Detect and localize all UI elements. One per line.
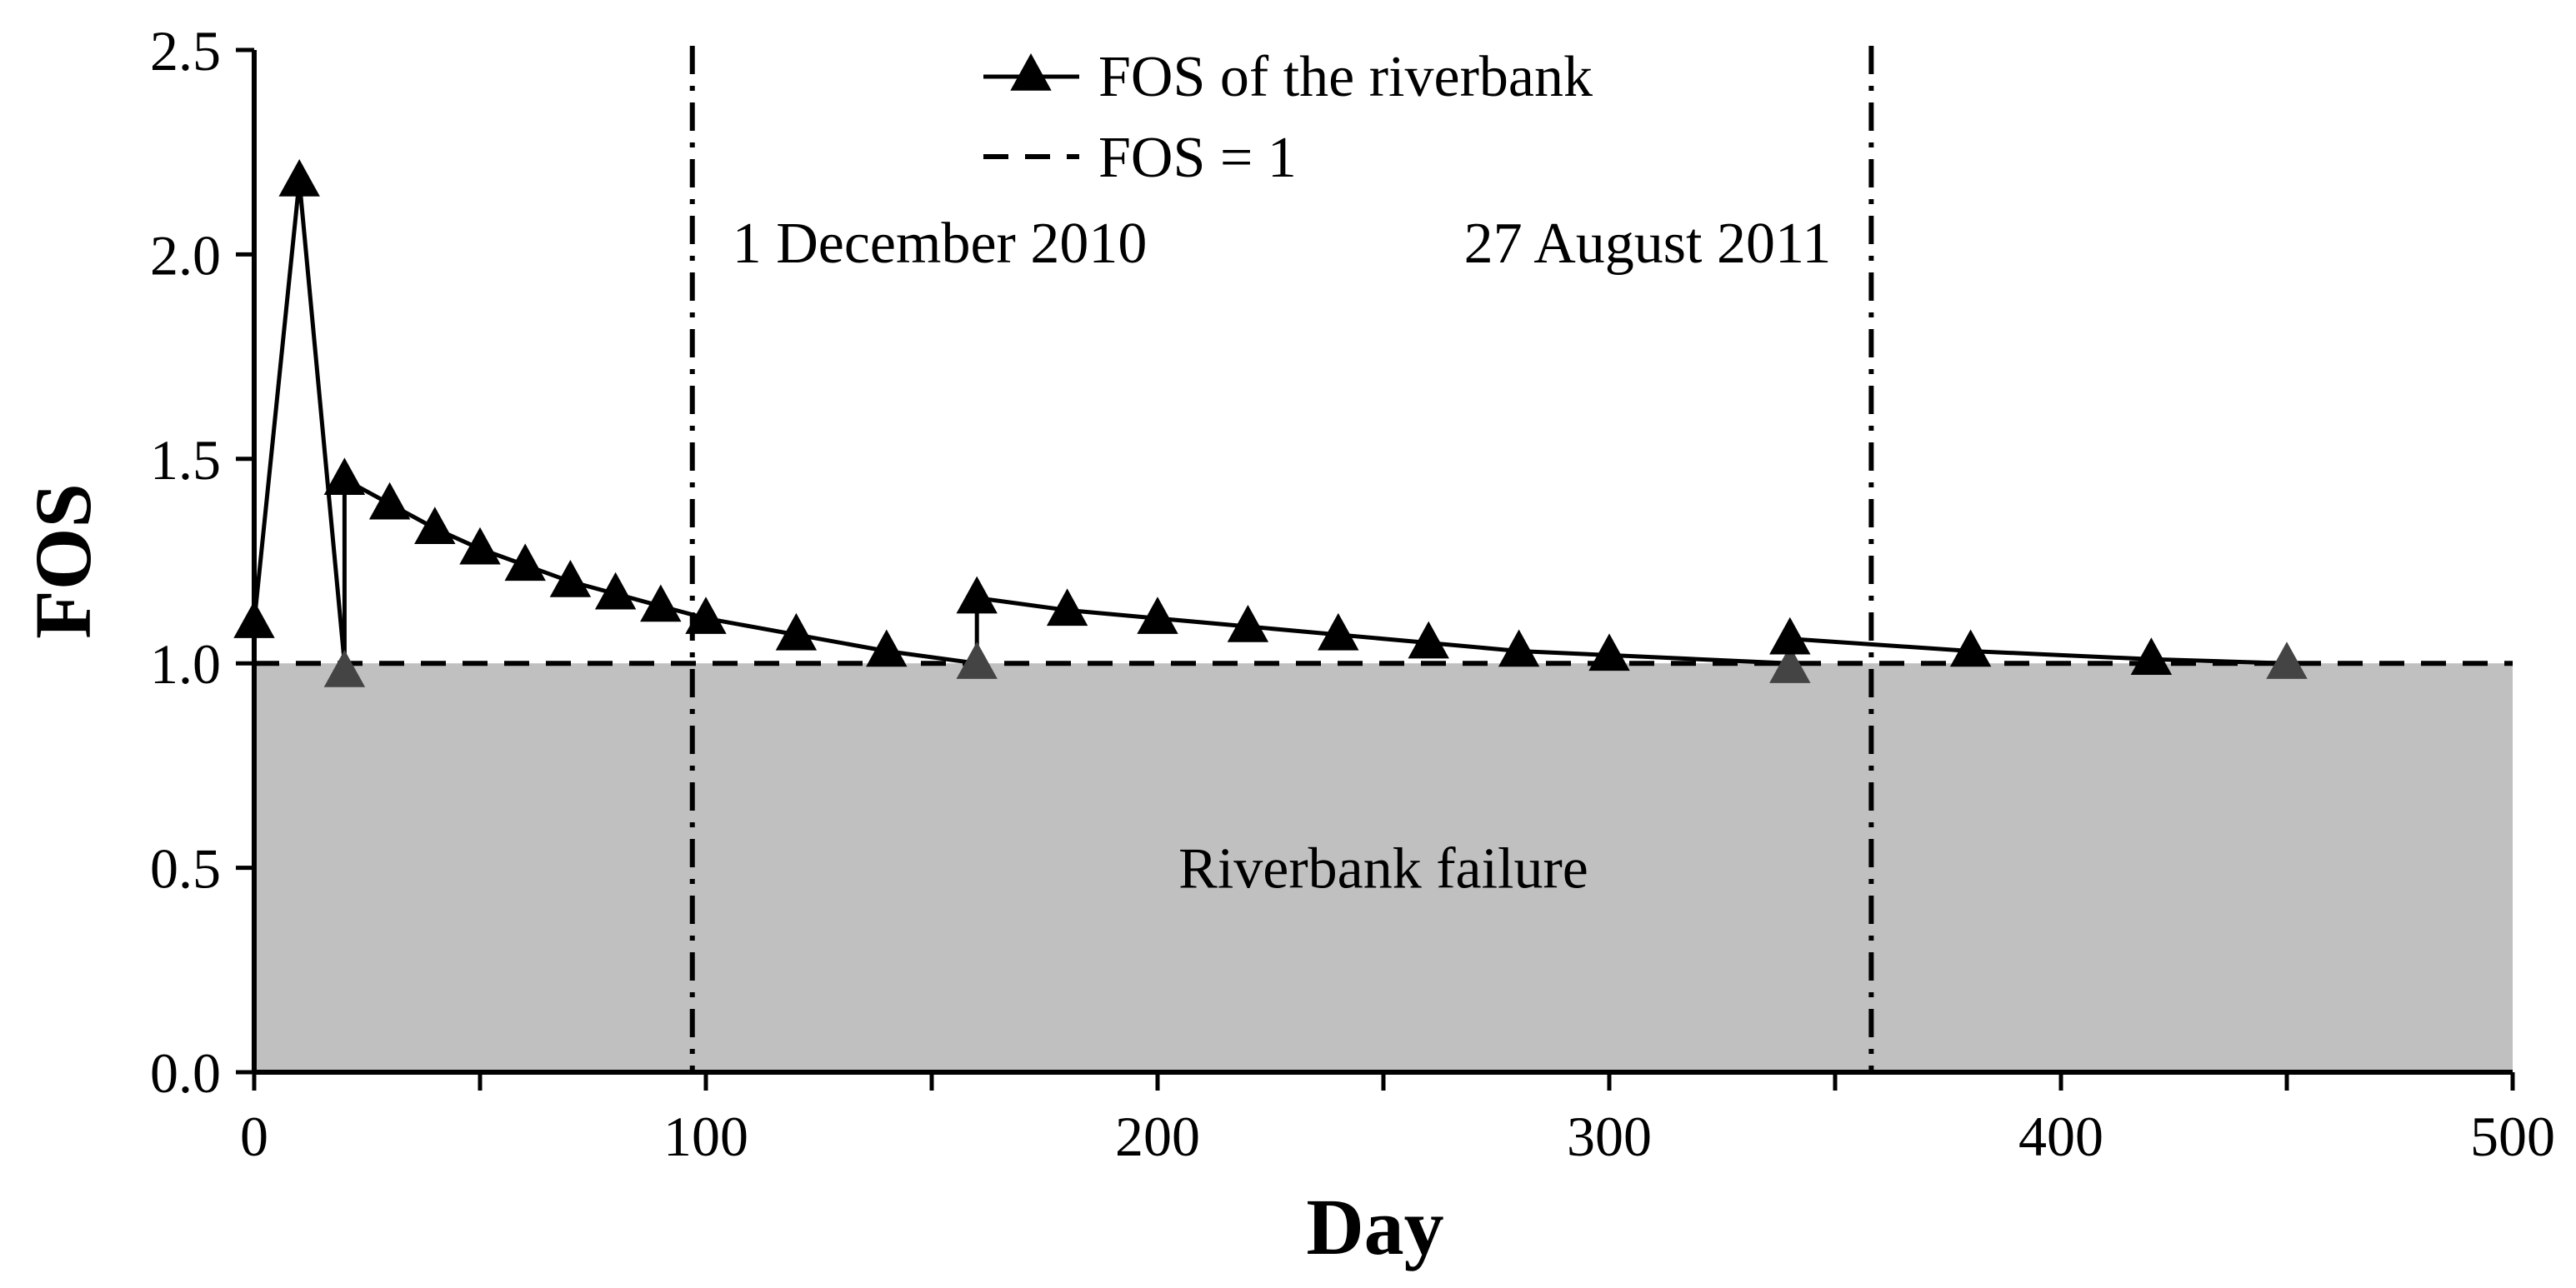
fos-marker-8 bbox=[504, 543, 546, 582]
fos-marker-7 bbox=[459, 527, 501, 565]
x-tick-label-100: 100 bbox=[663, 1105, 748, 1168]
x-tick-label-0: 0 bbox=[240, 1105, 268, 1168]
annotations: Riverbank failure 1 December 2010 27 Augus… bbox=[689, 46, 1874, 1072]
fos-marker-4 bbox=[323, 457, 366, 496]
failure-region bbox=[254, 663, 2513, 1072]
y-tick-label-1.5: 1.5 bbox=[150, 428, 221, 492]
fos-marker-12 bbox=[685, 597, 727, 634]
legend-label-fos-riverbank: FOS of the riverbank bbox=[1098, 45, 1593, 109]
series-layer bbox=[233, 50, 2513, 687]
fos-marker-3 bbox=[323, 650, 366, 687]
fos-marker-23 bbox=[1588, 633, 1630, 671]
fos-marker-10 bbox=[594, 572, 637, 610]
y-tick-label-2.0: 2.0 bbox=[150, 223, 221, 287]
fos-marker-15 bbox=[956, 642, 998, 679]
x-axis-title: Day bbox=[1306, 1182, 1443, 1271]
x-tick-label-500: 500 bbox=[2470, 1105, 2555, 1168]
fos-marker-19 bbox=[1227, 605, 1269, 642]
fos-marker-9 bbox=[549, 560, 592, 597]
fos-marker-6 bbox=[414, 507, 456, 544]
fos-marker-17 bbox=[1046, 588, 1088, 627]
fos-marker-2 bbox=[278, 159, 320, 197]
fos-marker-27 bbox=[2130, 637, 2173, 676]
fos-marker-24 bbox=[1769, 646, 1811, 683]
failure-region-label: Riverbank failure bbox=[1178, 837, 1588, 901]
x-tick-label-200: 200 bbox=[1115, 1105, 1200, 1168]
fos-marker-26 bbox=[1949, 629, 1992, 667]
fos-marker-22 bbox=[1498, 629, 1540, 667]
fos-marker-20 bbox=[1318, 612, 1359, 651]
y-tick-label-2.5: 2.5 bbox=[150, 19, 221, 82]
fos-marker-14 bbox=[866, 629, 908, 667]
fos-marker-18 bbox=[1137, 597, 1178, 634]
date-label-2: 27 August 2011 bbox=[1464, 212, 1832, 276]
date-label-1: 1 December 2010 bbox=[733, 212, 1148, 276]
y-tick-label-0.0: 0.0 bbox=[150, 1041, 221, 1105]
legend-triangle-icon bbox=[1010, 53, 1052, 91]
series-fos-segment-4 bbox=[974, 595, 1790, 666]
fos-marker-28 bbox=[2266, 642, 2308, 679]
series-fos-segment-3 bbox=[342, 476, 978, 666]
axes: 0 100 200 300 400 500 0.0 0.5 1.0 1.5 2.0 2.5 Day FOS bbox=[18, 19, 2555, 1271]
fos-marker-5 bbox=[368, 482, 411, 520]
x-tick-label-300: 300 bbox=[1567, 1105, 1652, 1168]
legend-label-fos-equals-1: FOS = 1 bbox=[1098, 126, 1297, 190]
fos-marker-16 bbox=[956, 576, 998, 614]
series-fos-segment-2 bbox=[252, 180, 347, 664]
series-fos-segment-5 bbox=[1789, 637, 2288, 666]
x-tick-label-400: 400 bbox=[2018, 1105, 2103, 1168]
fos-marker-11 bbox=[640, 584, 682, 622]
y-tick-label-1.0: 1.0 bbox=[150, 632, 221, 696]
fos-marker-25 bbox=[1769, 617, 1811, 655]
y-tick-label-0.5: 0.5 bbox=[150, 837, 221, 901]
y-axis-title: FOS bbox=[18, 483, 108, 639]
fos-marker-21 bbox=[1408, 621, 1449, 659]
fos-marker-13 bbox=[775, 612, 818, 651]
legend: FOS of the riverbank FOS = 1 bbox=[983, 45, 1593, 190]
